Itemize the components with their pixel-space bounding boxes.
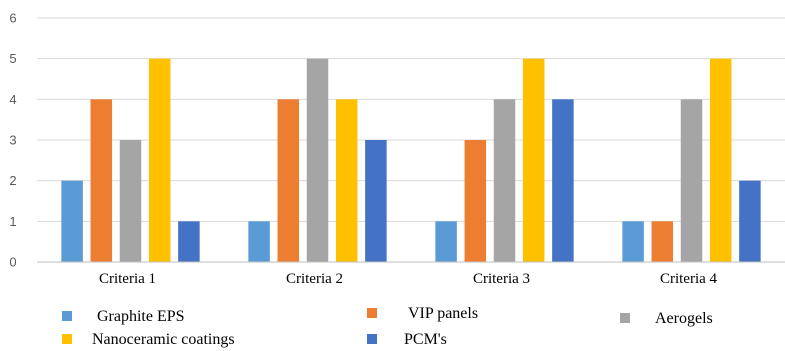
bar-aerogels-2 <box>306 58 329 262</box>
x-tick-label: Criteria 4 <box>660 271 718 287</box>
bar-graphite-eps-2 <box>248 221 270 262</box>
y-tick-label: 4 <box>9 92 16 107</box>
bar-graphite-eps-3 <box>435 221 457 262</box>
y-tick-label: 6 <box>9 11 16 26</box>
bar-pcm-s-2 <box>365 140 387 262</box>
bars <box>61 58 761 262</box>
legend: Graphite EPS VIP panels Aerogels Nanocerami… <box>62 305 713 348</box>
bar-nanoceramic-coatings-1 <box>148 58 171 262</box>
x-tick-label: Criteria 3 <box>473 271 530 287</box>
legend-swatch <box>367 334 377 344</box>
y-tick-label: 3 <box>9 133 16 148</box>
bar-aerogels-4 <box>680 99 703 262</box>
bar-vip-panels-1 <box>90 99 113 262</box>
bar-aerogels-1 <box>119 140 142 262</box>
y-tick-label: 5 <box>9 51 16 66</box>
legend-swatch <box>62 334 72 344</box>
legend-label: PCM's <box>404 331 447 348</box>
legend-label: VIP panels <box>408 305 478 322</box>
bar-graphite-eps-1 <box>61 180 83 262</box>
legend-label: Aerogels <box>655 310 713 327</box>
legend-swatch <box>367 308 377 318</box>
legend-swatch <box>62 311 72 321</box>
bar-graphite-eps-4 <box>622 221 644 262</box>
y-axis-ticks: 0 1 2 3 4 5 6 <box>9 11 16 270</box>
legend-label: Graphite EPS <box>97 308 185 325</box>
y-tick-label: 1 <box>9 214 16 229</box>
bar-vip-panels-4 <box>651 221 674 262</box>
legend-label: Nanoceramic coatings <box>92 331 235 348</box>
y-tick-label: 0 <box>9 255 16 270</box>
bar-pcm-s-1 <box>178 221 200 262</box>
bar-nanoceramic-coatings-3 <box>522 58 545 262</box>
bar-vip-panels-2 <box>277 99 300 262</box>
bar-pcm-s-3 <box>552 99 574 262</box>
bar-vip-panels-3 <box>464 140 487 262</box>
x-tick-label: Criteria 2 <box>286 271 343 287</box>
x-axis-ticks: Criteria 1 Criteria 2 Criteria 3 Criteria 4 <box>99 271 718 287</box>
bar-aerogels-3 <box>493 99 516 262</box>
legend-swatch <box>620 313 630 323</box>
x-tick-label: Criteria 1 <box>99 271 156 287</box>
bar-nanoceramic-coatings-4 <box>709 58 732 262</box>
y-tick-label: 2 <box>9 173 16 188</box>
bar-nanoceramic-coatings-2 <box>335 99 358 262</box>
bar-pcm-s-4 <box>739 180 761 262</box>
